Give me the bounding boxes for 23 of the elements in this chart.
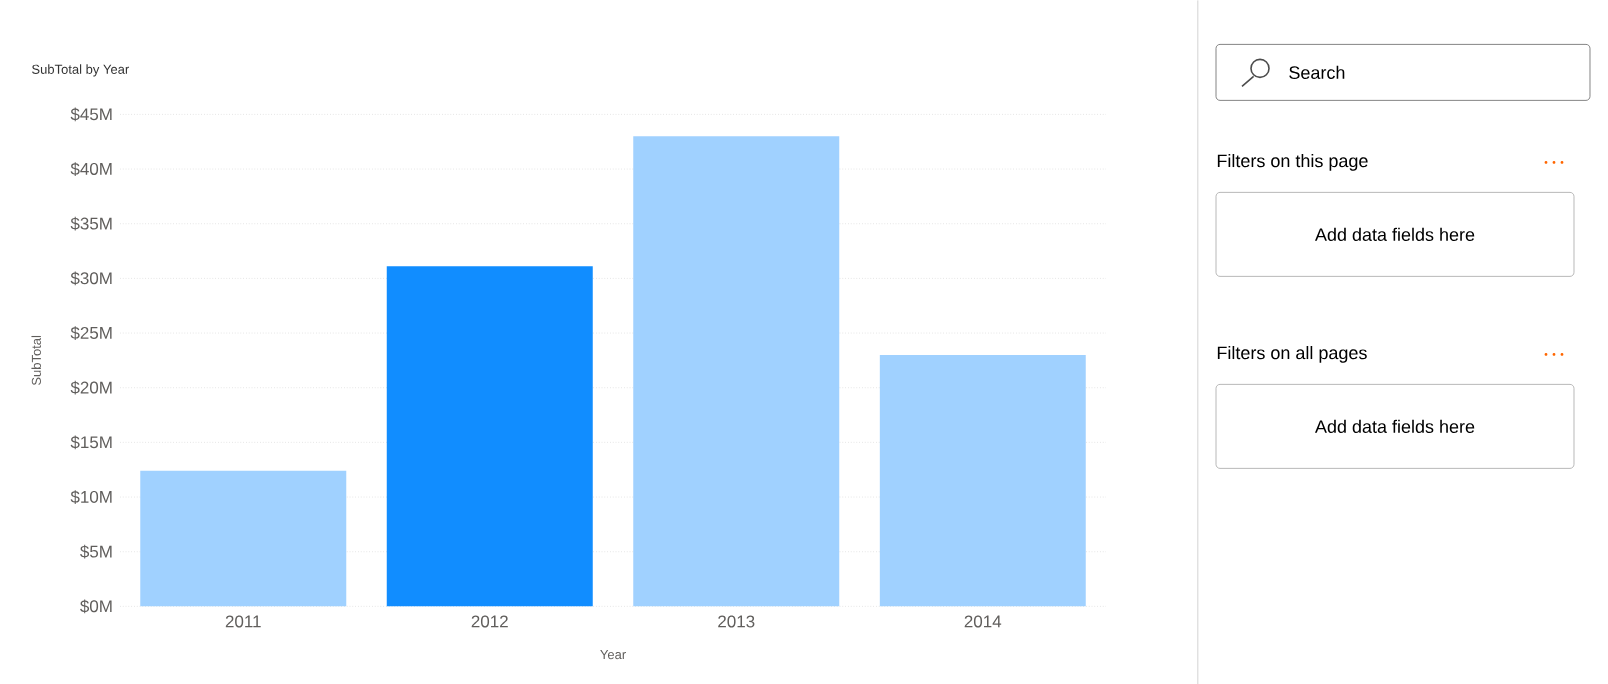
- y-tick-label: $15M: [70, 435, 112, 449]
- text: Filters on this page: [1217, 153, 1368, 171]
- bar: [633, 135, 840, 607]
- x-tick-label: 2011: [225, 615, 261, 628]
- y-tick-label: $20M: [70, 380, 112, 395]
- y-tick-label: $40M: [70, 161, 112, 176]
- text: Filters on all pages: [1217, 345, 1367, 363]
- y-tick-label: $45M: [70, 107, 112, 121]
- bar: [140, 470, 347, 607]
- bar: [879, 354, 1086, 607]
- y-tick-label: $25M: [70, 325, 112, 340]
- x-tick-label: 2012: [471, 615, 508, 628]
- y-tick-label: $10M: [70, 489, 112, 504]
- text: Add data fields here: [1314, 227, 1475, 241]
- x-tick-label: 2013: [718, 615, 755, 628]
- y-tick-label: $35M: [70, 216, 112, 231]
- text: Add data fields here: [1314, 419, 1475, 433]
- y-tick-label: $0M: [80, 599, 112, 613]
- bar: [386, 265, 593, 607]
- y-tick-label: $30M: [70, 271, 112, 285]
- x-tick-label: 2014: [964, 615, 1002, 628]
- text: Search: [1289, 65, 1345, 79]
- y-tick-label: $5M: [80, 544, 112, 559]
